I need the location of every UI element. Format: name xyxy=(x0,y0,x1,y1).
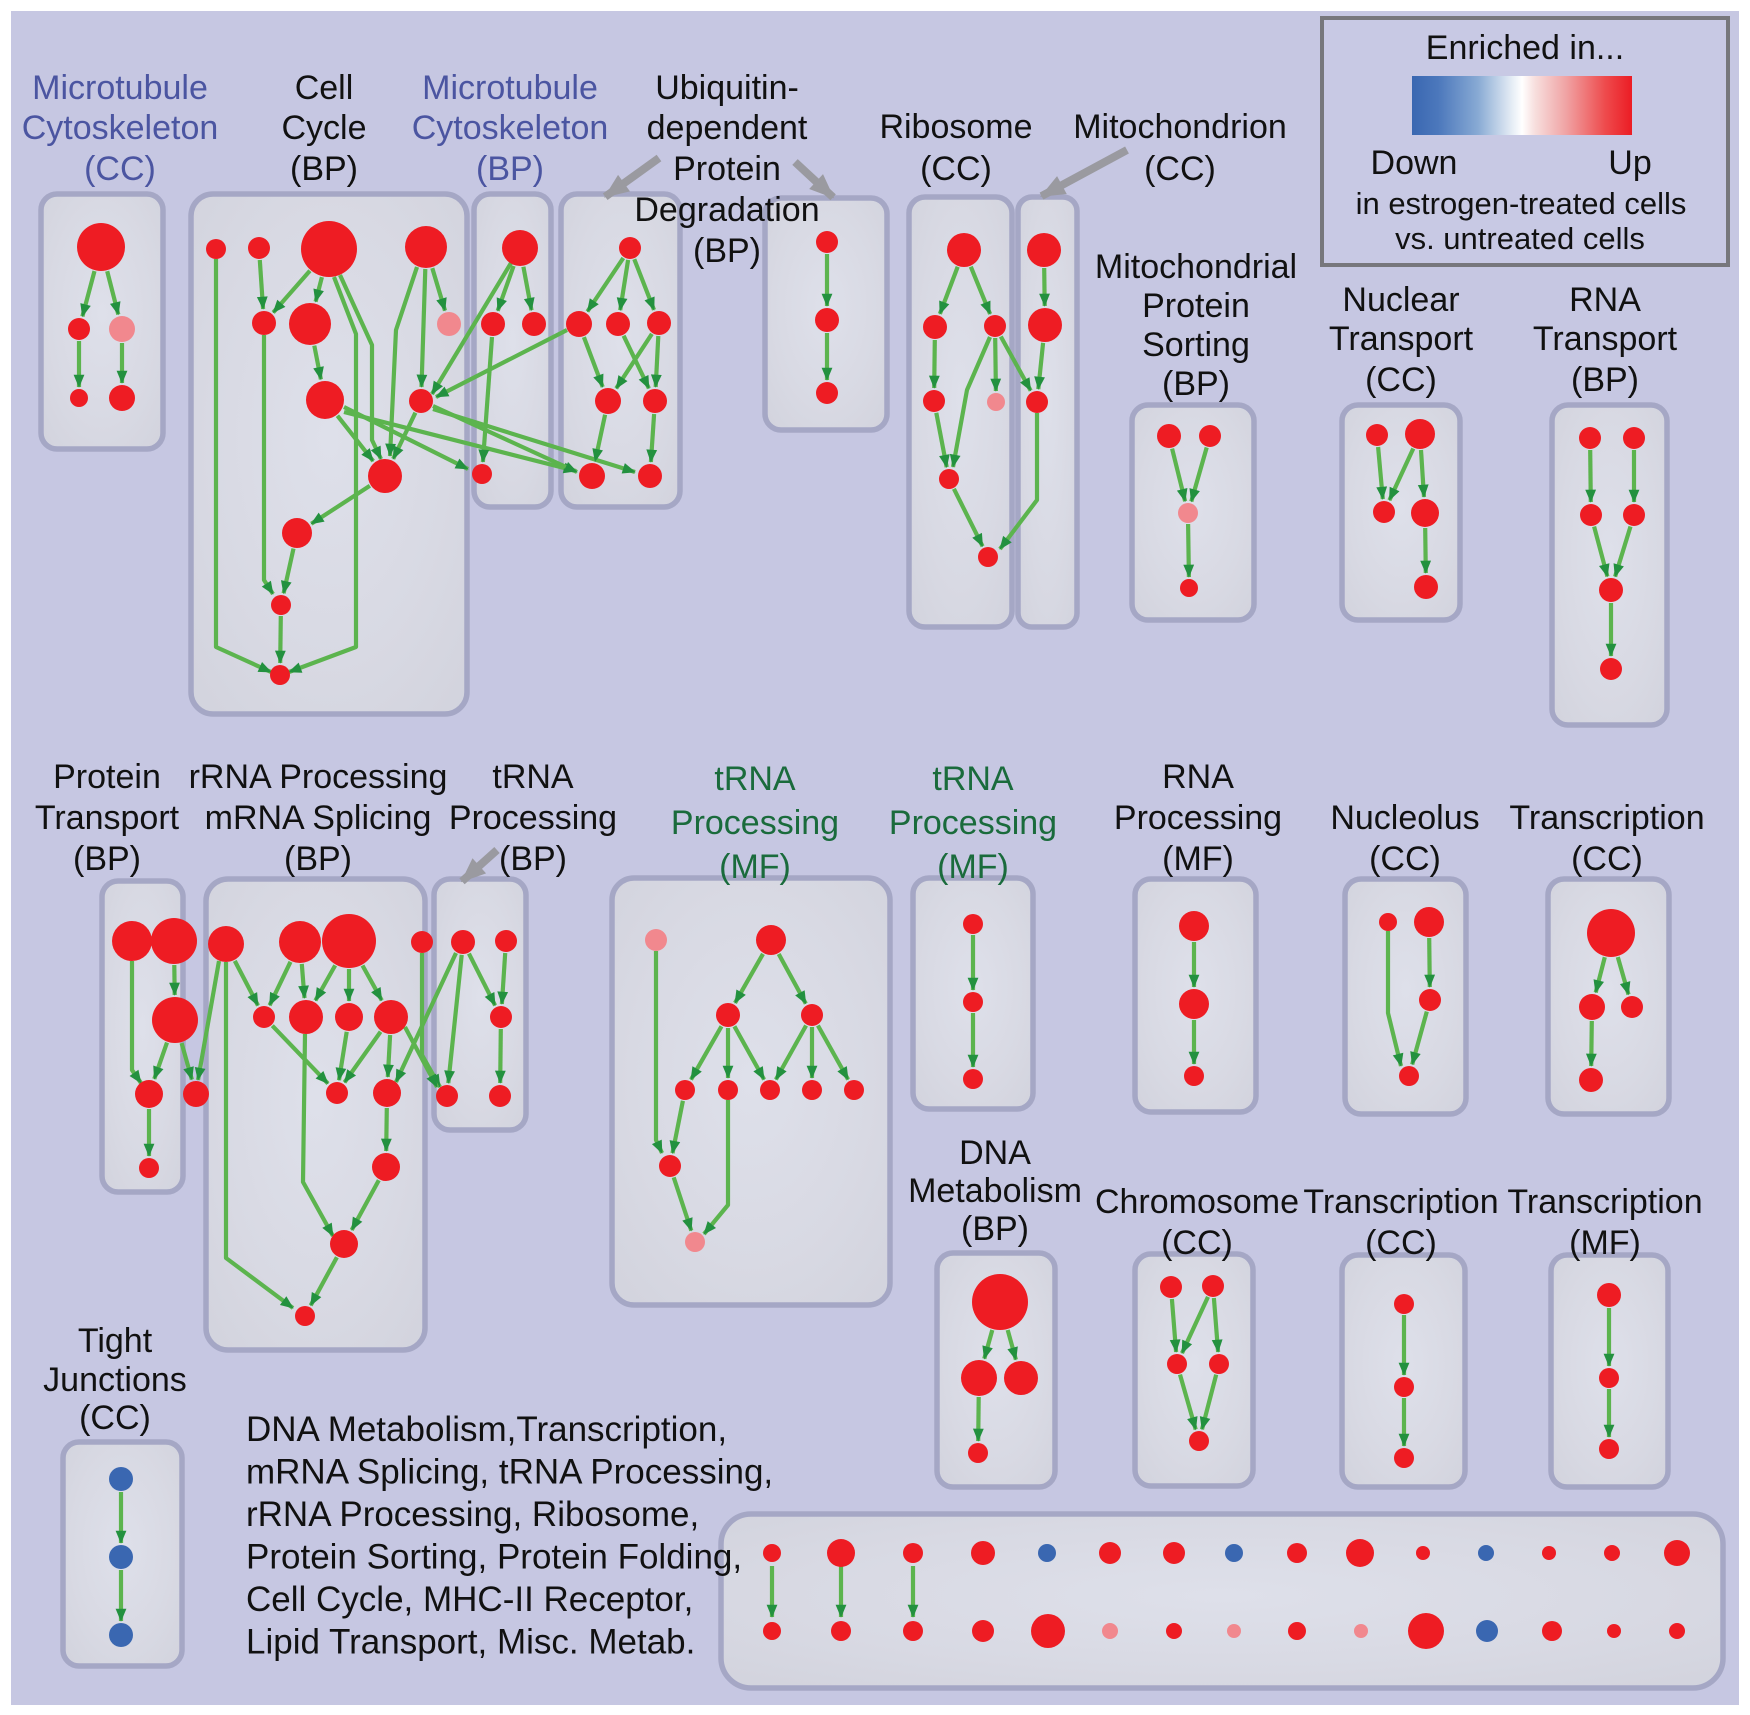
svg-text:(MF): (MF) xyxy=(937,848,1009,886)
svg-text:Sorting: Sorting xyxy=(1142,326,1250,364)
svg-text:Protein Sorting, Protein Foldi: Protein Sorting, Protein Folding, xyxy=(246,1538,742,1577)
svg-text:Cytoskeleton: Cytoskeleton xyxy=(412,109,609,147)
svg-text:Microtubule: Microtubule xyxy=(422,69,598,107)
svg-text:(BP): (BP) xyxy=(73,840,141,878)
svg-text:(BP): (BP) xyxy=(961,1210,1029,1248)
svg-text:(CC): (CC) xyxy=(1571,840,1643,878)
svg-text:Mitochondrion: Mitochondrion xyxy=(1073,108,1287,146)
svg-text:Lipid Transport, Misc. Metab.: Lipid Transport, Misc. Metab. xyxy=(246,1623,695,1662)
svg-text:(CC): (CC) xyxy=(1365,361,1437,399)
svg-text:RNA: RNA xyxy=(1162,758,1234,796)
svg-text:(BP): (BP) xyxy=(290,150,358,188)
svg-text:(MF): (MF) xyxy=(719,848,791,886)
svg-text:(CC): (CC) xyxy=(920,150,992,188)
svg-text:Cell Cycle, MHC-II Receptor,: Cell Cycle, MHC-II Receptor, xyxy=(246,1580,693,1619)
svg-text:Transport: Transport xyxy=(1533,320,1678,358)
svg-text:tRNA: tRNA xyxy=(932,760,1014,798)
svg-text:Transcription: Transcription xyxy=(1507,1183,1702,1221)
svg-text:rRNA Processing: rRNA Processing xyxy=(189,758,448,796)
svg-text:vs. untreated cells: vs. untreated cells xyxy=(1395,221,1645,256)
svg-text:(MF): (MF) xyxy=(1569,1224,1641,1262)
svg-text:Ribosome: Ribosome xyxy=(879,108,1032,146)
svg-text:(BP): (BP) xyxy=(1162,365,1230,403)
svg-text:(CC): (CC) xyxy=(1144,150,1216,188)
svg-text:Processing: Processing xyxy=(449,799,617,837)
svg-text:Processing: Processing xyxy=(1114,799,1282,837)
svg-text:Transport: Transport xyxy=(35,799,180,837)
svg-text:Down: Down xyxy=(1371,144,1458,182)
svg-text:Processing: Processing xyxy=(671,804,839,842)
svg-text:(BP): (BP) xyxy=(693,232,761,270)
svg-text:Nuclear: Nuclear xyxy=(1342,281,1459,319)
svg-text:(MF): (MF) xyxy=(1162,840,1234,878)
svg-text:Tight: Tight xyxy=(78,1322,153,1360)
svg-text:mRNA Splicing, tRNA Processing: mRNA Splicing, tRNA Processing, xyxy=(246,1453,773,1492)
svg-text:Microtubule: Microtubule xyxy=(32,69,208,107)
svg-text:RNA: RNA xyxy=(1569,281,1641,319)
svg-text:(CC): (CC) xyxy=(1369,840,1441,878)
svg-text:(BP): (BP) xyxy=(1571,361,1639,399)
svg-text:(CC): (CC) xyxy=(1161,1224,1233,1262)
svg-text:Transcription: Transcription xyxy=(1303,1183,1498,1221)
svg-text:Cycle: Cycle xyxy=(281,109,366,147)
svg-text:dependent: dependent xyxy=(647,109,808,147)
svg-text:Up: Up xyxy=(1608,144,1651,182)
svg-text:Degradation: Degradation xyxy=(634,191,819,229)
svg-text:(CC): (CC) xyxy=(79,1399,151,1437)
svg-text:Mitochondrial: Mitochondrial xyxy=(1095,248,1297,286)
svg-text:tRNA: tRNA xyxy=(714,760,796,798)
svg-text:Metabolism: Metabolism xyxy=(908,1172,1082,1210)
svg-text:Processing: Processing xyxy=(889,804,1057,842)
svg-text:Cytoskeleton: Cytoskeleton xyxy=(22,109,219,147)
svg-text:Junctions: Junctions xyxy=(43,1361,187,1399)
svg-text:Nucleolus: Nucleolus xyxy=(1330,799,1479,837)
svg-text:Cell: Cell xyxy=(295,69,354,107)
svg-text:Transport: Transport xyxy=(1329,320,1474,358)
svg-text:Protein: Protein xyxy=(1142,287,1250,325)
svg-text:mRNA Splicing: mRNA Splicing xyxy=(205,799,432,837)
svg-text:Protein: Protein xyxy=(53,758,161,796)
svg-text:Chromosome: Chromosome xyxy=(1095,1183,1299,1221)
svg-text:(BP): (BP) xyxy=(284,840,352,878)
svg-text:rRNA Processing, Ribosome,: rRNA Processing, Ribosome, xyxy=(246,1495,699,1534)
svg-text:DNA: DNA xyxy=(959,1134,1031,1172)
svg-text:(CC): (CC) xyxy=(1365,1224,1437,1262)
svg-text:(CC): (CC) xyxy=(84,150,156,188)
svg-text:Protein: Protein xyxy=(673,150,781,188)
svg-text:Ubiquitin-: Ubiquitin- xyxy=(655,69,799,107)
svg-text:Enriched in...: Enriched in... xyxy=(1426,29,1624,67)
svg-text:Transcription: Transcription xyxy=(1509,799,1704,837)
svg-text:tRNA: tRNA xyxy=(492,758,574,796)
svg-text:DNA Metabolism,Transcription,: DNA Metabolism,Transcription, xyxy=(246,1410,727,1449)
svg-text:(BP): (BP) xyxy=(499,840,567,878)
svg-text:(BP): (BP) xyxy=(476,150,544,188)
svg-text:in estrogen-treated cells: in estrogen-treated cells xyxy=(1356,186,1687,221)
